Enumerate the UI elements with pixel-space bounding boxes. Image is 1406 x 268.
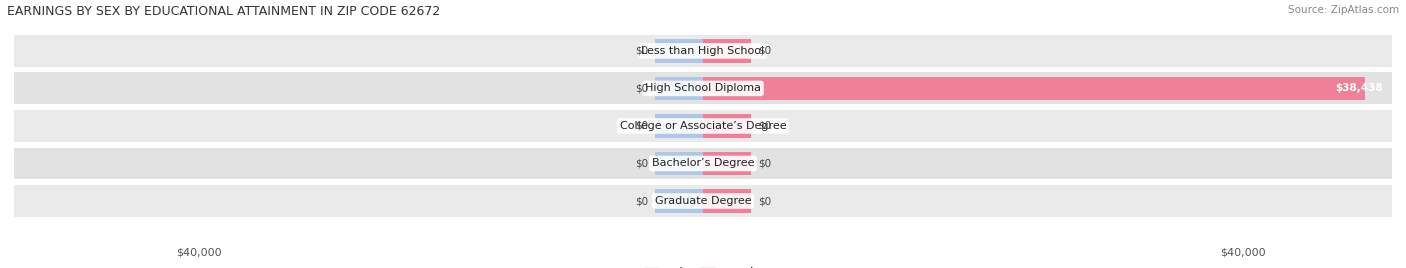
Text: High School Diploma: High School Diploma (645, 83, 761, 94)
Text: $0: $0 (634, 196, 648, 206)
Bar (14, 72, 1392, 104)
Text: Source: ZipAtlas.com: Source: ZipAtlas.com (1288, 5, 1399, 15)
Bar (703, 189, 751, 213)
Bar (14, 147, 1392, 180)
Text: Less than High School: Less than High School (641, 46, 765, 56)
Text: $0: $0 (634, 158, 648, 169)
Text: $40,000: $40,000 (176, 247, 221, 257)
Text: Graduate Degree: Graduate Degree (655, 196, 751, 206)
Text: $0: $0 (634, 46, 648, 56)
Text: $0: $0 (634, 121, 648, 131)
Bar (14, 110, 1392, 142)
Bar (703, 39, 751, 62)
Text: College or Associate’s Degree: College or Associate’s Degree (620, 121, 786, 131)
Text: $0: $0 (758, 196, 772, 206)
Text: $0: $0 (634, 83, 648, 94)
Text: Bachelor’s Degree: Bachelor’s Degree (652, 158, 754, 169)
Bar (703, 114, 751, 137)
Text: $38,438: $38,438 (1336, 83, 1384, 94)
Bar (14, 35, 1392, 67)
Text: $40,000: $40,000 (1220, 247, 1265, 257)
Text: $0: $0 (758, 46, 772, 56)
Bar (655, 114, 703, 137)
Text: $0: $0 (758, 158, 772, 169)
Bar (703, 77, 1365, 100)
Bar (655, 189, 703, 213)
Bar (655, 77, 703, 100)
Legend: Male, Female: Male, Female (640, 263, 766, 268)
Bar (703, 152, 751, 175)
Text: $0: $0 (758, 121, 772, 131)
Bar (655, 39, 703, 62)
Bar (655, 152, 703, 175)
Bar (14, 185, 1392, 217)
Text: EARNINGS BY SEX BY EDUCATIONAL ATTAINMENT IN ZIP CODE 62672: EARNINGS BY SEX BY EDUCATIONAL ATTAINMEN… (7, 5, 440, 18)
